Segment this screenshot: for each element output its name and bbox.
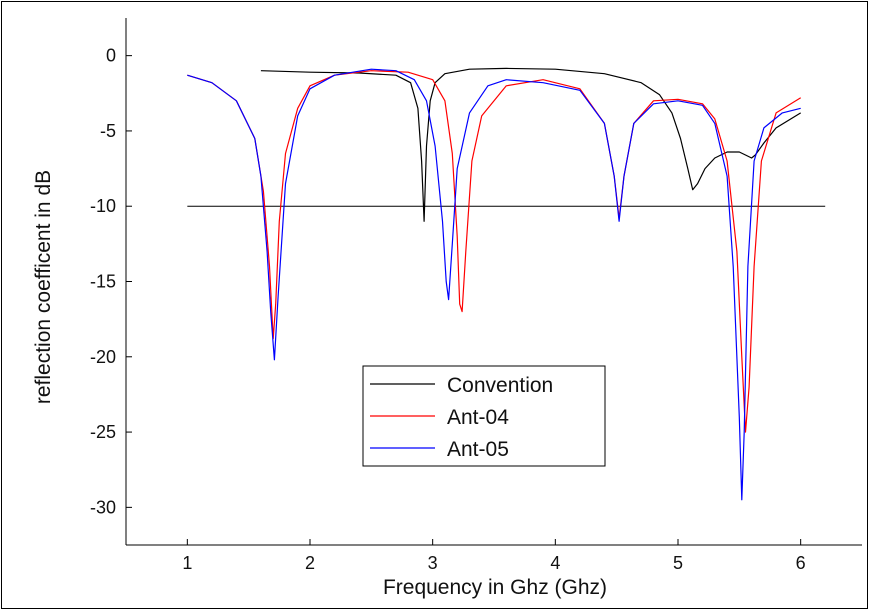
- legend-label-ant-04: Ant-04: [447, 406, 509, 429]
- series-lines: [187, 67, 802, 501]
- y-tick-label: -30: [90, 497, 116, 517]
- series-line-ant-04: [187, 70, 802, 433]
- plot-area: 1 2 3 4 5 6 0 -5 -10 -15 -20 -25 -30: [90, 18, 862, 573]
- x-tick-label: 1: [182, 553, 192, 573]
- y-tick-label: -25: [90, 422, 116, 442]
- y-tick-label: -15: [90, 272, 116, 292]
- y-tick-label: -5: [100, 121, 116, 141]
- x-axis-title: Frequency in Ghz (Ghz): [383, 576, 607, 599]
- x-tick-label: 2: [305, 553, 315, 573]
- x-tick-label: 5: [673, 553, 683, 573]
- x-axis-ticks: 1 2 3 4 5 6: [182, 539, 806, 573]
- legend-label-ant-05: Ant-05: [447, 438, 509, 461]
- y-tick-label: -20: [90, 347, 116, 367]
- x-tick-label: 4: [550, 553, 560, 573]
- x-tick-label: 3: [428, 553, 438, 573]
- x-tick-label: 6: [796, 553, 806, 573]
- y-tick-label: -10: [90, 196, 116, 216]
- series-line-ant-05: [187, 68, 801, 501]
- y-tick-label: 0: [106, 46, 116, 66]
- y-axis-ticks: 0 -5 -10 -15 -20 -25 -30: [90, 46, 132, 517]
- legend: Convention Ant-04 Ant-05: [362, 365, 606, 467]
- series-line-convention: [260, 67, 802, 222]
- legend-box: [362, 365, 606, 467]
- legend-label-convention: Convention: [447, 374, 553, 397]
- y-axis-title: reflection coefficent in dB: [32, 170, 55, 404]
